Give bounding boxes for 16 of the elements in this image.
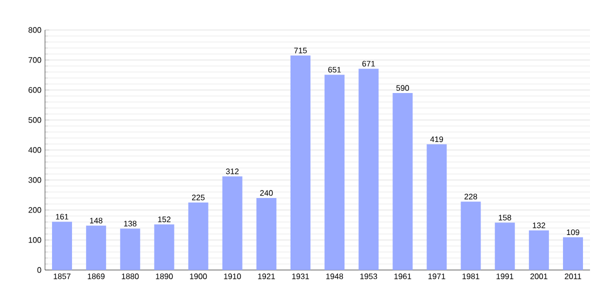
bar [392,93,413,270]
bar [358,68,379,270]
bar [86,226,106,270]
bar [256,198,276,270]
bar [290,56,310,270]
bar [120,228,140,270]
bar [460,202,481,270]
bar [324,74,345,270]
bar [562,237,583,270]
bar [528,230,549,270]
bar [52,222,72,270]
bar [188,202,208,270]
bar [494,222,515,270]
bar [154,224,174,270]
bar [426,144,447,270]
bar [222,176,242,270]
